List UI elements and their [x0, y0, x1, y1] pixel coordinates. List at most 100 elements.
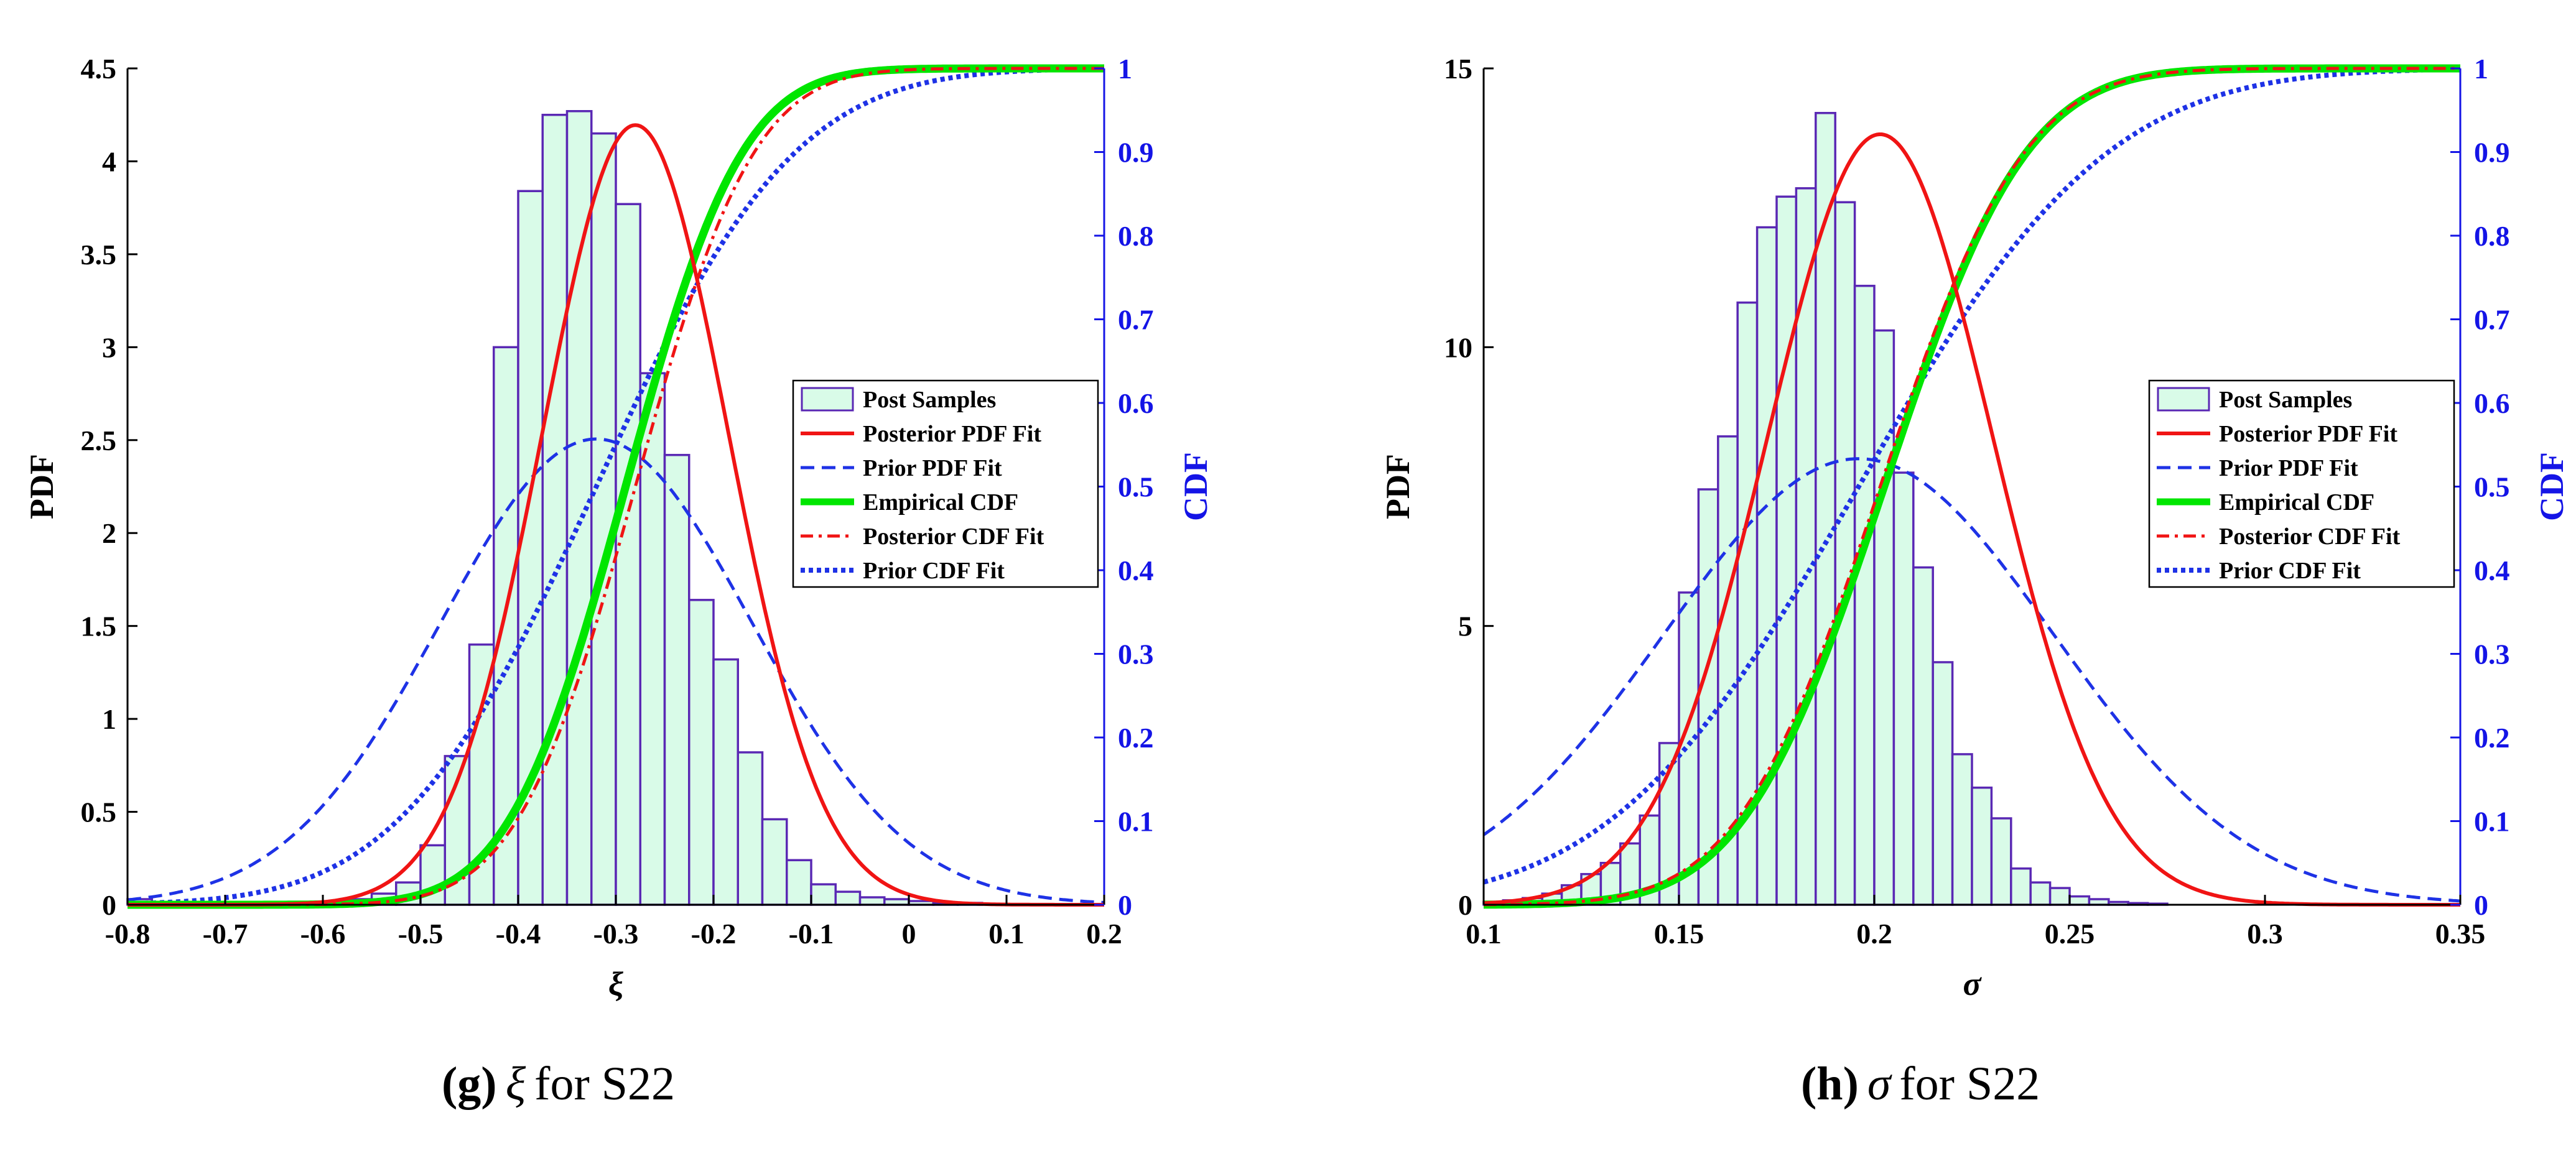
- series-line-prior-cdf-fit: [1483, 67, 2461, 885]
- legend-label: Prior PDF Fit: [2219, 455, 2358, 481]
- x-axis-label: ξ: [608, 965, 623, 1002]
- x-tick-label: -0.1: [789, 918, 834, 950]
- histogram-bar: [1932, 661, 1954, 906]
- caption-h-text: for S22: [1899, 1058, 2040, 1110]
- histogram-bar: [1853, 284, 1876, 906]
- y-tick-label: 1.5: [81, 611, 117, 642]
- y2-tick-label: 0.6: [2474, 387, 2510, 419]
- x-tick-label: -0.8: [105, 918, 151, 950]
- histogram-bar: [834, 890, 862, 906]
- histogram-bar: [615, 203, 641, 906]
- y2-tick-label: 0: [1118, 889, 1132, 921]
- x-tick-label: 0.1: [1466, 918, 1502, 950]
- x-tick-label: 0.35: [2435, 918, 2486, 950]
- legend-label: Post Samples: [2219, 387, 2352, 413]
- y-tick-label: 10: [1444, 331, 1472, 363]
- histogram-bar: [541, 113, 569, 906]
- y2-tick-label: 0.2: [1118, 722, 1154, 754]
- y-ticks-right: 0 0.1 0.2 0.3 0.4 0.5 0.6 0.7 0.8 0.9 1: [1094, 53, 1154, 921]
- y2-tick-label: 0.3: [2474, 639, 2510, 670]
- legend-swatch-histogram: [801, 387, 854, 412]
- legend-label: Posterior PDF Fit: [2219, 421, 2397, 447]
- legend-label: Empirical CDF: [2219, 489, 2374, 515]
- y-axis-label: PDF: [1379, 454, 1416, 519]
- y2-tick-label: 0: [2474, 889, 2488, 921]
- legend: Post Samples Posterior PDF Fit Prior PDF F…: [792, 379, 1099, 588]
- y-tick-label: 0.5: [81, 797, 117, 828]
- caption-h: (h) σ for S22: [1801, 1057, 2040, 1111]
- caption-h-symbol: σ: [1867, 1058, 1891, 1110]
- histogram: [126, 109, 983, 906]
- y2-axis-label: CDF: [1177, 452, 1214, 521]
- x-tick-label: -0.6: [300, 918, 346, 950]
- series-line-empirical-cdf: [1482, 64, 2462, 909]
- series-line-posterior-cdf-fit: [1484, 67, 2460, 907]
- histogram-bar: [1873, 329, 1895, 906]
- y-tick-label: 3: [102, 331, 116, 363]
- x-tick-label: 0.2: [1856, 918, 1892, 950]
- y-tick-label: 15: [1444, 53, 1472, 85]
- y2-tick-label: 0.8: [2474, 220, 2510, 252]
- histogram-bar: [2068, 895, 2091, 906]
- y2-tick-label: 0.4: [1118, 555, 1154, 586]
- y2-tick-label: 1: [2474, 53, 2488, 85]
- x-tick-label: -0.3: [593, 918, 639, 950]
- x-tick-label: 0.2: [1086, 918, 1122, 950]
- histogram-bar: [1951, 753, 1973, 906]
- histogram-bar: [688, 599, 715, 906]
- x-ticks: 0.1 0.15 0.2 0.25 0.3 0.35: [1466, 895, 2485, 950]
- histogram-bar: [1678, 591, 1700, 906]
- y2-tick-label: 0.3: [1118, 639, 1154, 670]
- y2-tick-label: 0.7: [2474, 304, 2510, 336]
- y-tick-label: 2.5: [81, 425, 117, 456]
- histogram-bar: [712, 658, 739, 906]
- series-lines: [1482, 64, 2462, 909]
- y2-tick-label: 0.1: [1118, 806, 1154, 838]
- x-tick-label: 0.15: [1654, 918, 1704, 950]
- y2-tick-label: 0.5: [1118, 471, 1154, 503]
- histogram-bar: [786, 859, 812, 906]
- histogram: [1482, 111, 2169, 906]
- y-tick-label: 1: [102, 703, 116, 735]
- histogram-bar: [1795, 187, 1817, 906]
- x-axis-label: σ: [1963, 965, 1982, 1002]
- histogram-bar: [1990, 817, 2012, 906]
- legend-label: Posterior CDF Fit: [2219, 524, 2401, 550]
- x-tick-label: -0.4: [496, 918, 541, 950]
- legend-label: Prior PDF Fit: [863, 455, 1002, 481]
- legend-label: Posterior PDF Fit: [863, 421, 1041, 447]
- x-ticks: -0.8 -0.7 -0.6 -0.5 -0.4 -0.3 -0.2 -0.1 0 0.1 0.2: [105, 895, 1122, 950]
- y2-tick-label: 0.2: [2474, 722, 2510, 754]
- legend-box: [2148, 379, 2455, 588]
- legend-swatch-histogram: [2157, 387, 2210, 412]
- histogram-bar: [1834, 201, 1856, 906]
- histogram-bar: [1971, 786, 1993, 906]
- y-tick-label: 5: [1458, 611, 1472, 642]
- histogram-bar: [663, 453, 690, 906]
- legend: Post Samples Posterior PDF Fit Prior PDF F…: [2148, 379, 2455, 588]
- caption-h-tag: (h): [1801, 1058, 1859, 1110]
- y2-tick-label: 0.1: [2474, 806, 2510, 838]
- x-tick-label: 0.1: [988, 918, 1025, 950]
- caption-g-symbol: ξ: [505, 1058, 526, 1110]
- legend-label: Prior CDF Fit: [863, 558, 1005, 584]
- legend-box: [792, 379, 1099, 588]
- histogram-bar: [1755, 226, 1778, 906]
- histogram-bar: [1815, 111, 1836, 906]
- legend-label: Empirical CDF: [863, 489, 1018, 515]
- y-tick-label: 2: [102, 517, 116, 549]
- y-tick-label: 4.5: [81, 53, 117, 85]
- y-ticks-right: 0 0.1 0.2 0.3 0.4 0.5 0.6 0.7 0.8 0.9 1: [2450, 53, 2510, 921]
- x-tick-label: 0: [902, 918, 916, 950]
- y2-tick-label: 0.9: [2474, 137, 2510, 169]
- legend-label: Prior CDF Fit: [2219, 558, 2361, 584]
- y2-tick-label: 0.7: [1118, 304, 1154, 336]
- histogram-bar: [2010, 867, 2032, 906]
- y-tick-label: 0: [1458, 889, 1472, 921]
- y2-tick-label: 0.6: [1118, 387, 1154, 419]
- y2-tick-label: 0.9: [1118, 137, 1154, 169]
- y2-tick-label: 1: [1118, 53, 1132, 85]
- histogram-bar: [761, 818, 788, 906]
